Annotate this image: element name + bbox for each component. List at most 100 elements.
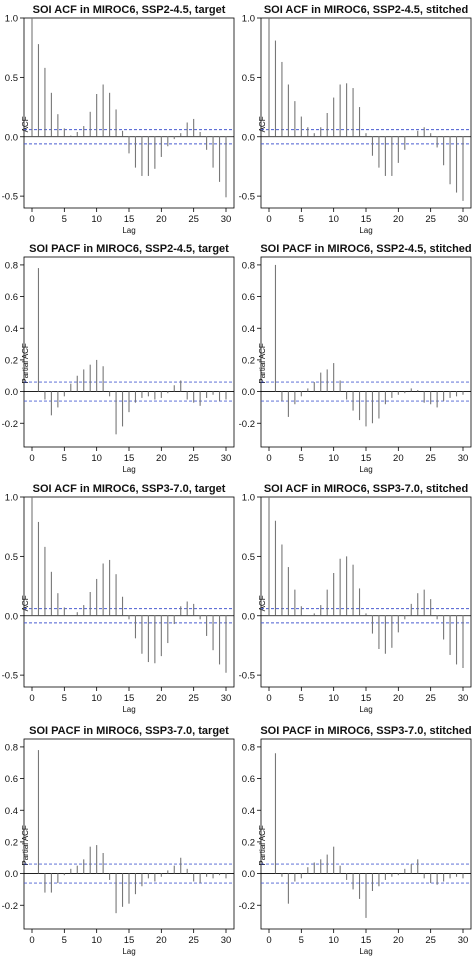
y-tick-label: 0.0: [5, 387, 18, 398]
x-axis-label: Lag: [359, 947, 372, 956]
x-axis-label: Lag: [122, 947, 135, 956]
x-tick-label: 30: [221, 214, 232, 225]
x-tick-label: 15: [124, 214, 135, 225]
x-tick-label: 20: [393, 935, 404, 946]
x-tick-label: 10: [91, 214, 102, 225]
y-axis-label: ACF: [258, 116, 267, 132]
y-tick-label: 0.0: [5, 611, 18, 622]
x-tick-label: 30: [458, 453, 469, 464]
x-tick-label: 0: [29, 693, 34, 704]
y-tick-label: 0.6: [242, 774, 255, 785]
x-tick-label: 0: [29, 935, 34, 946]
x-tick-label: 30: [458, 935, 469, 946]
x-tick-label: 25: [188, 935, 199, 946]
x-tick-label: 0: [266, 935, 271, 946]
x-tick-label: 0: [266, 693, 271, 704]
x-tick-label: 0: [266, 453, 271, 464]
y-tick-label: 0.2: [5, 837, 18, 848]
x-axis-label: Lag: [122, 465, 135, 474]
x-tick-label: 10: [91, 453, 102, 464]
y-tick-label: 0.4: [242, 324, 255, 335]
y-tick-label: -0.2: [2, 901, 18, 912]
y-axis-label: ACF: [258, 595, 267, 611]
y-tick-label: 0.8: [242, 260, 255, 271]
y-tick-label: 0.2: [242, 837, 255, 848]
x-tick-label: 10: [91, 935, 102, 946]
x-tick-label: 20: [393, 214, 404, 225]
y-tick-label: -0.5: [239, 192, 255, 203]
plot-frame: [23, 496, 235, 688]
x-tick-label: 25: [425, 693, 436, 704]
chart-panel-6: SOI ACF in MIROC6, SSP3-7.0, stitched 1.0…: [239, 483, 472, 714]
x-tick-label: 25: [188, 453, 199, 464]
y-tick-label: -0.5: [2, 671, 18, 682]
x-tick-label: 25: [188, 693, 199, 704]
x-axis-label: Lag: [122, 705, 135, 714]
y-axis-label: ACF: [21, 595, 30, 611]
chart-title: SOI PACF in MIROC6, SSP3-7.0, stitched: [260, 725, 471, 737]
x-tick-label: 25: [425, 453, 436, 464]
chart-panel-1: SOI ACF in MIROC6, SSP2-4.5, target 1.0 0.…: [2, 4, 235, 235]
x-tick-label: 25: [188, 214, 199, 225]
x-tick-label: 15: [124, 693, 135, 704]
chart-title: SOI PACF in MIROC6, SSP2-4.5, stitched: [260, 243, 471, 255]
y-tick-label: 0.0: [242, 132, 255, 143]
y-tick-label: 0.4: [242, 806, 255, 817]
y-tick-label: 0.0: [5, 869, 18, 880]
x-tick-label: 0: [29, 214, 34, 225]
y-axis-label: Partial ACF: [258, 343, 267, 384]
x-tick-label: 5: [62, 935, 67, 946]
y-tick-label: -0.5: [239, 671, 255, 682]
x-tick-label: 10: [328, 214, 339, 225]
x-axis-label: Lag: [359, 226, 372, 235]
y-tick-label: 0.2: [5, 355, 18, 366]
x-tick-label: 0: [266, 214, 271, 225]
y-axis-label: Partial ACF: [21, 343, 30, 384]
y-tick-label: 1.0: [5, 493, 18, 504]
y-tick-label: 0.8: [5, 260, 18, 271]
y-tick-label: -0.2: [239, 419, 255, 430]
x-tick-label: 15: [361, 693, 372, 704]
x-tick-label: 20: [156, 453, 167, 464]
y-tick-label: -0.2: [2, 419, 18, 430]
chart-panel-5: SOI ACF in MIROC6, SSP3-7.0, target 1.0 0.…: [2, 483, 235, 714]
x-tick-label: 15: [361, 935, 372, 946]
y-axis-label: Partial ACF: [21, 825, 30, 866]
chart-title: SOI ACF in MIROC6, SSP2-4.5, stitched: [264, 4, 468, 16]
plot-frame: [260, 17, 472, 209]
x-tick-label: 15: [124, 453, 135, 464]
x-tick-label: 10: [328, 453, 339, 464]
chart-title: SOI ACF in MIROC6, SSP3-7.0, target: [33, 483, 226, 495]
x-tick-label: 30: [458, 214, 469, 225]
chart-title: SOI ACF in MIROC6, SSP2-4.5, target: [33, 4, 226, 16]
x-tick-label: 20: [156, 935, 167, 946]
y-tick-label: 0.0: [5, 132, 18, 143]
y-tick-label: 0.4: [5, 806, 18, 817]
y-tick-label: -0.5: [2, 192, 18, 203]
x-tick-label: 10: [328, 935, 339, 946]
chart-panel-3: SOI PACF in MIROC6, SSP2-4.5, target 0.8 0…: [2, 243, 235, 474]
x-tick-label: 5: [299, 935, 304, 946]
x-axis-label: Lag: [122, 226, 135, 235]
plot-frame: [23, 256, 235, 448]
chart-panel-4: SOI PACF in MIROC6, SSP2-4.5, stitched 0.…: [239, 243, 472, 474]
chart-panel-8: SOI PACF in MIROC6, SSP3-7.0, stitched 0.…: [239, 725, 472, 956]
y-tick-label: -0.2: [239, 901, 255, 912]
y-axis-label: ACF: [21, 116, 30, 132]
x-tick-label: 20: [156, 214, 167, 225]
x-tick-label: 30: [221, 935, 232, 946]
y-tick-label: 0.6: [242, 292, 255, 303]
x-tick-label: 30: [221, 693, 232, 704]
y-tick-label: 0.8: [5, 742, 18, 753]
y-tick-label: 1.0: [5, 14, 18, 25]
x-tick-label: 5: [299, 214, 304, 225]
x-tick-label: 30: [221, 453, 232, 464]
y-tick-label: 1.0: [242, 493, 255, 504]
y-tick-label: 0.0: [242, 611, 255, 622]
y-axis-label: Partial ACF: [258, 825, 267, 866]
y-tick-label: 0.8: [242, 742, 255, 753]
y-tick-label: 0.0: [242, 869, 255, 880]
x-tick-label: 10: [328, 693, 339, 704]
x-tick-label: 25: [425, 214, 436, 225]
